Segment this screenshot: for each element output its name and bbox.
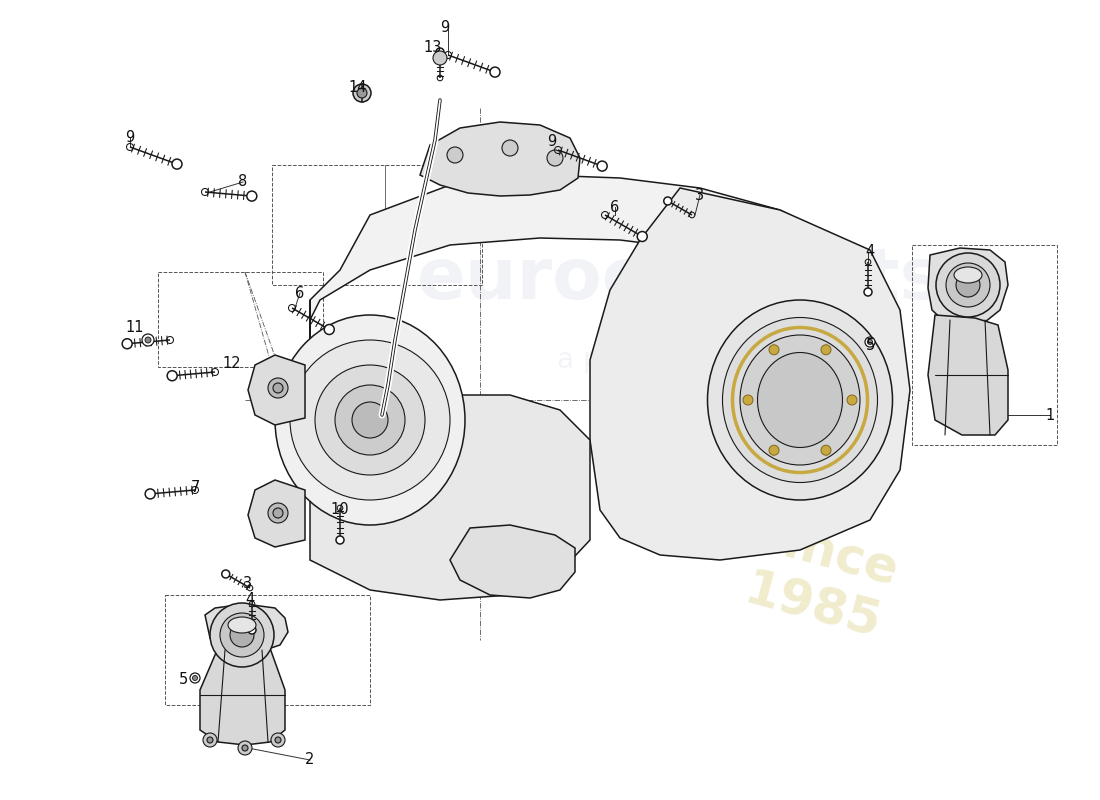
- Circle shape: [436, 48, 444, 56]
- Polygon shape: [420, 122, 580, 196]
- Circle shape: [936, 253, 1000, 317]
- Circle shape: [273, 508, 283, 518]
- Circle shape: [210, 603, 274, 667]
- Ellipse shape: [740, 335, 860, 465]
- Text: 9: 9: [548, 134, 557, 150]
- Text: 5: 5: [866, 338, 874, 353]
- Ellipse shape: [228, 617, 256, 633]
- Text: 6: 6: [296, 286, 305, 301]
- Polygon shape: [590, 188, 910, 560]
- Circle shape: [433, 51, 447, 65]
- Text: 9: 9: [125, 130, 134, 146]
- Text: 3: 3: [695, 187, 705, 202]
- Circle shape: [192, 675, 198, 681]
- Circle shape: [207, 737, 213, 743]
- Text: a passion for cars: a passion for cars: [557, 346, 803, 374]
- Circle shape: [273, 383, 283, 393]
- Polygon shape: [248, 355, 305, 425]
- Polygon shape: [928, 315, 1008, 435]
- Text: 11: 11: [125, 321, 144, 335]
- Circle shape: [246, 191, 256, 201]
- Ellipse shape: [707, 300, 892, 500]
- Circle shape: [868, 339, 872, 345]
- Circle shape: [222, 570, 230, 578]
- Polygon shape: [450, 525, 575, 598]
- Circle shape: [242, 745, 248, 751]
- Circle shape: [769, 446, 779, 455]
- Text: 7: 7: [190, 479, 200, 494]
- Circle shape: [336, 536, 344, 544]
- Circle shape: [490, 67, 500, 77]
- Circle shape: [502, 140, 518, 156]
- Circle shape: [597, 161, 607, 171]
- Circle shape: [268, 378, 288, 398]
- Circle shape: [946, 263, 990, 307]
- Bar: [158, 272, 323, 367]
- Circle shape: [637, 231, 647, 242]
- Polygon shape: [310, 300, 590, 600]
- Bar: [912, 245, 1057, 445]
- Circle shape: [742, 395, 754, 405]
- Text: 8: 8: [239, 174, 248, 190]
- Circle shape: [204, 733, 217, 747]
- Circle shape: [663, 197, 672, 205]
- Circle shape: [275, 737, 280, 743]
- Circle shape: [447, 147, 463, 163]
- Text: 1: 1: [1045, 407, 1055, 422]
- Circle shape: [956, 273, 980, 297]
- Circle shape: [145, 337, 151, 343]
- Circle shape: [865, 337, 874, 347]
- Circle shape: [769, 345, 779, 354]
- Polygon shape: [928, 248, 1008, 325]
- Text: 10: 10: [331, 502, 350, 518]
- Circle shape: [248, 626, 256, 634]
- Circle shape: [230, 623, 254, 647]
- Text: 13: 13: [424, 41, 442, 55]
- Circle shape: [290, 340, 450, 500]
- Circle shape: [315, 365, 425, 475]
- Bar: [165, 595, 370, 705]
- Circle shape: [353, 84, 371, 102]
- Text: 4: 4: [866, 245, 874, 259]
- Circle shape: [167, 370, 177, 381]
- Circle shape: [821, 345, 830, 354]
- Circle shape: [190, 673, 200, 683]
- Ellipse shape: [723, 318, 878, 482]
- Circle shape: [271, 733, 285, 747]
- Text: 2: 2: [306, 753, 315, 767]
- Ellipse shape: [954, 267, 982, 283]
- Polygon shape: [310, 175, 870, 320]
- Circle shape: [122, 338, 132, 349]
- Polygon shape: [205, 604, 288, 652]
- Circle shape: [847, 395, 857, 405]
- Text: 5: 5: [178, 673, 188, 687]
- Ellipse shape: [275, 315, 465, 525]
- Circle shape: [268, 503, 288, 523]
- Circle shape: [172, 159, 182, 169]
- Polygon shape: [248, 480, 305, 547]
- Text: 14: 14: [349, 81, 367, 95]
- Circle shape: [336, 385, 405, 455]
- Circle shape: [142, 334, 154, 346]
- Text: 12: 12: [222, 355, 241, 370]
- Ellipse shape: [758, 353, 843, 447]
- Circle shape: [821, 446, 830, 455]
- Circle shape: [220, 613, 264, 657]
- Text: 3: 3: [243, 575, 253, 590]
- Circle shape: [238, 741, 252, 755]
- Circle shape: [324, 325, 334, 334]
- Circle shape: [864, 288, 872, 296]
- Text: 6: 6: [610, 199, 619, 214]
- Text: 4: 4: [245, 593, 254, 607]
- Text: since
1985: since 1985: [736, 511, 904, 649]
- Circle shape: [145, 489, 155, 499]
- Text: 9: 9: [440, 21, 450, 35]
- Polygon shape: [200, 648, 285, 745]
- Circle shape: [547, 150, 563, 166]
- Bar: [272, 165, 482, 285]
- Circle shape: [358, 88, 367, 98]
- Text: eurocarparts: eurocarparts: [417, 246, 944, 314]
- Circle shape: [352, 402, 388, 438]
